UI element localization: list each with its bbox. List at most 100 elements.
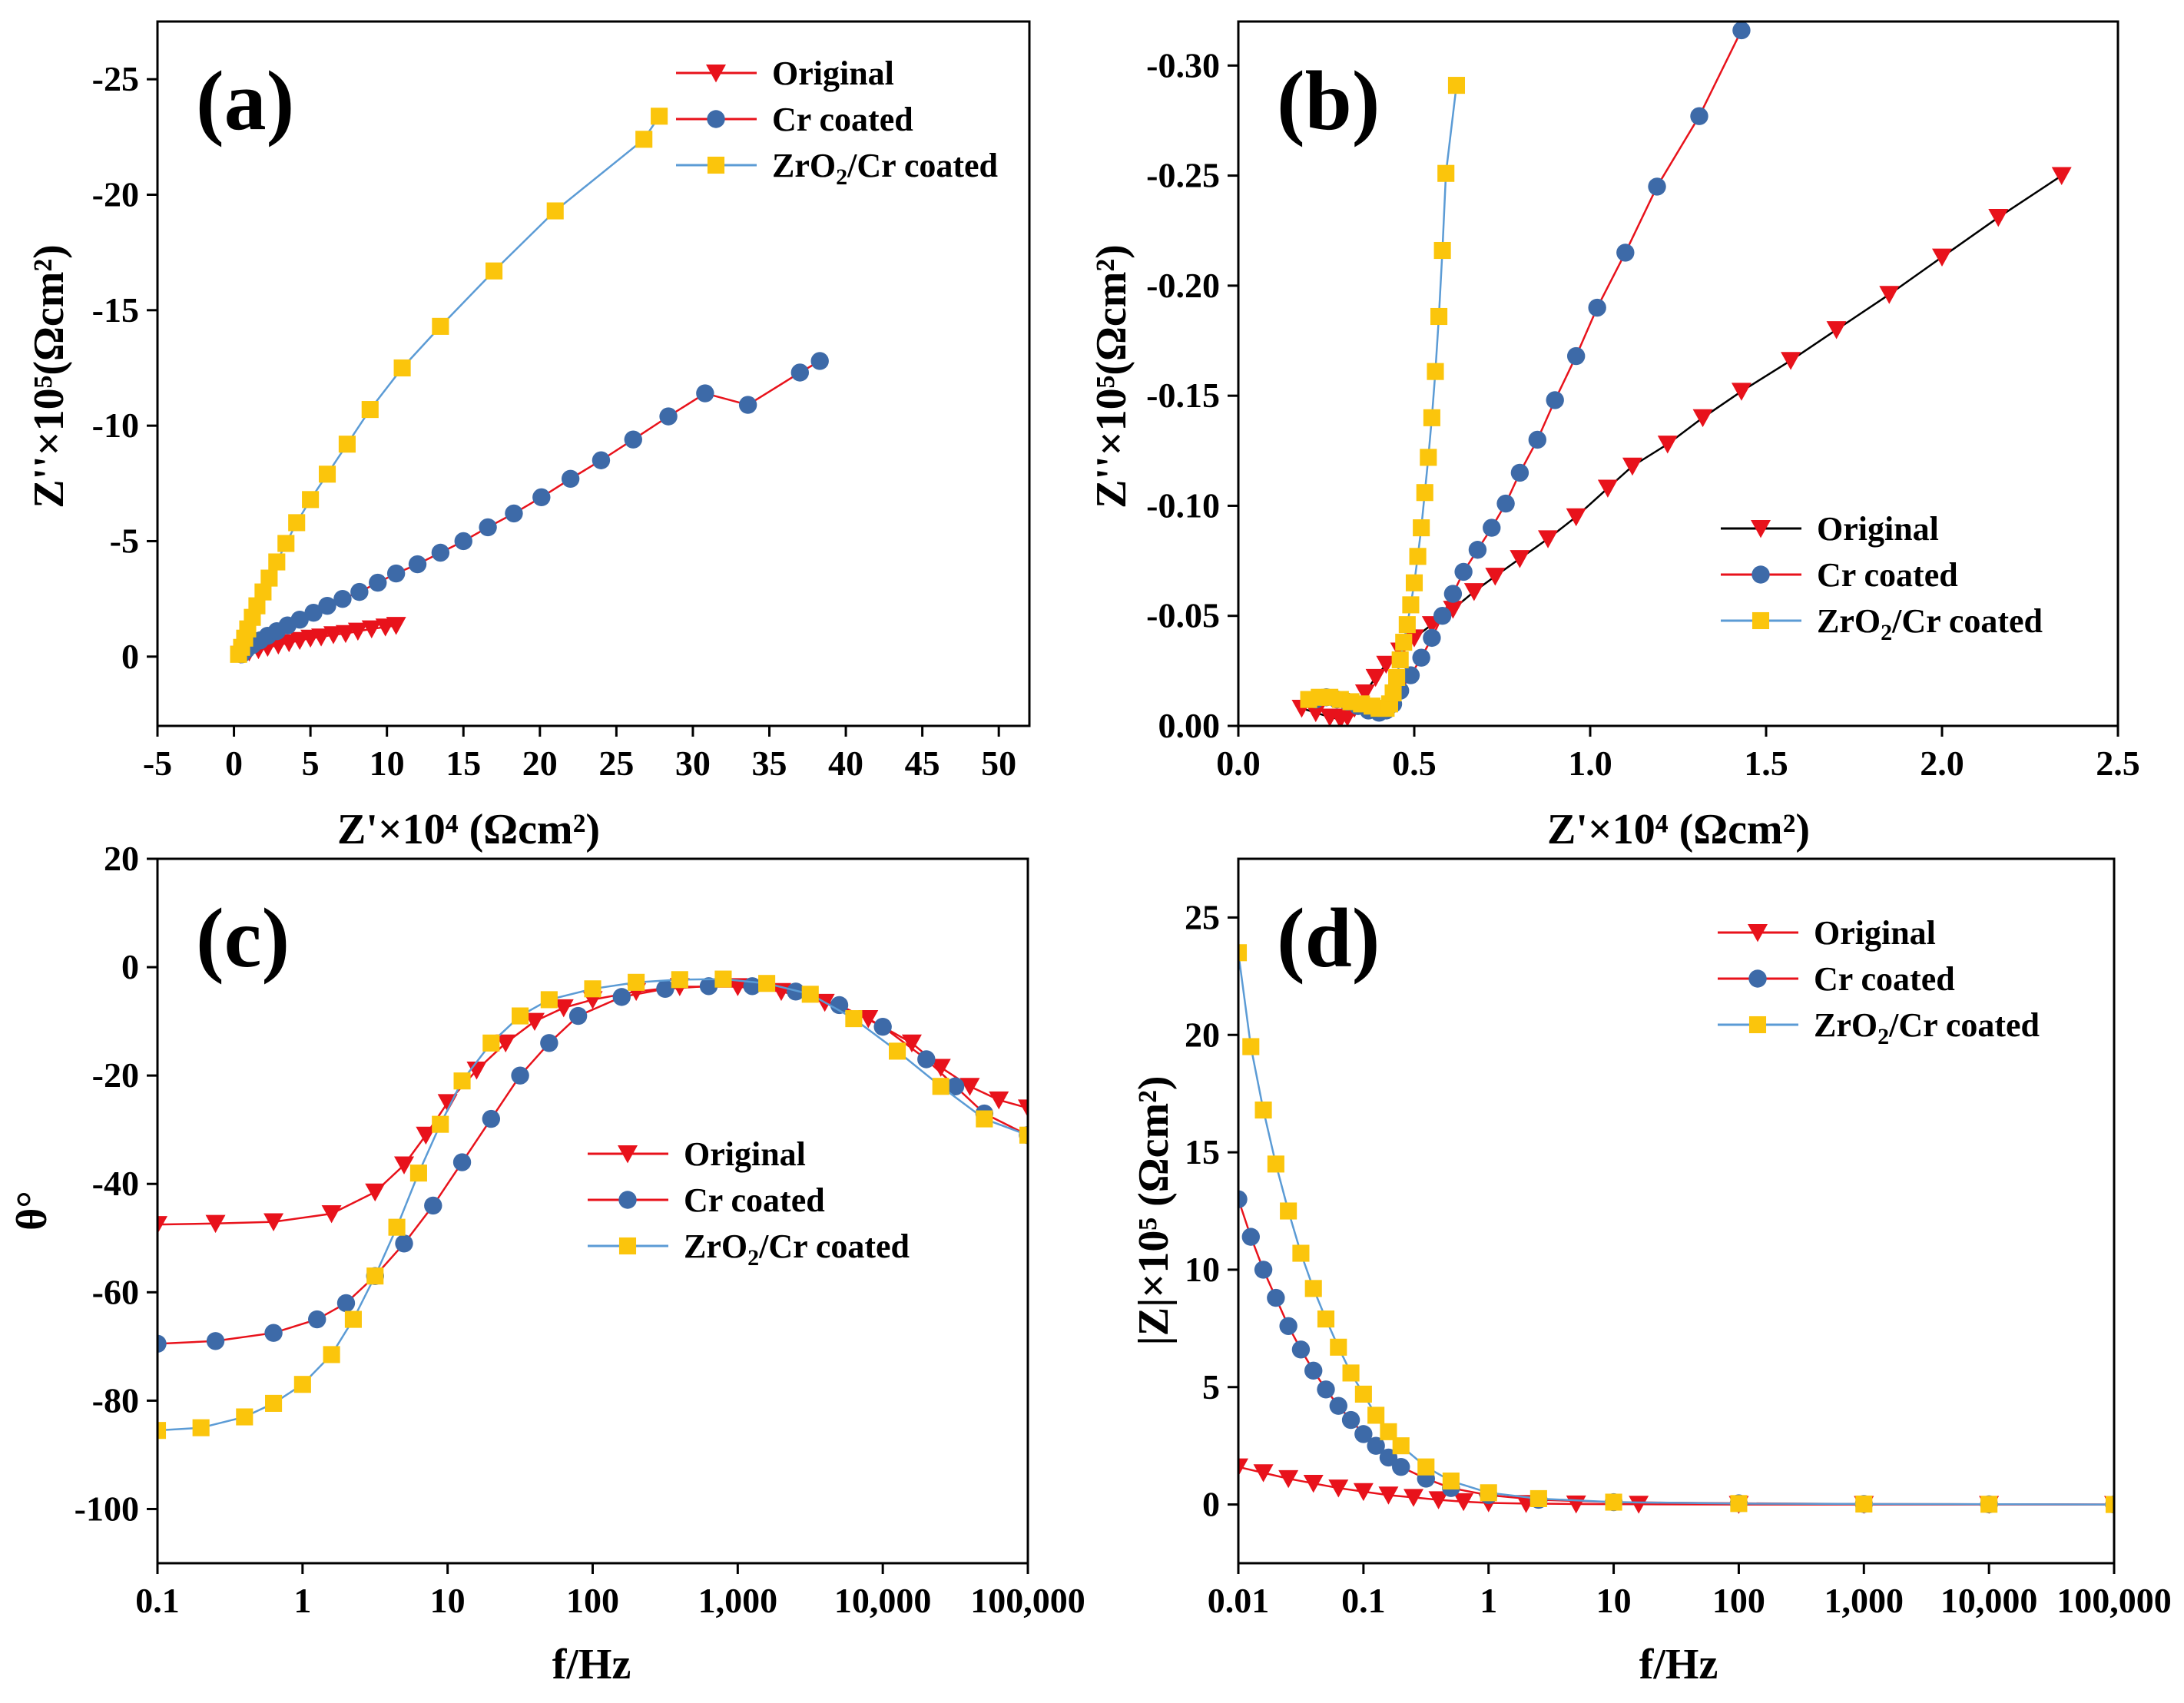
data-point <box>311 628 332 647</box>
data-point <box>1280 1202 1297 1220</box>
data-point <box>1330 1338 1347 1356</box>
y-tick-label: -60 <box>92 1272 139 1311</box>
plot-frame <box>156 20 1031 727</box>
data-point <box>1392 1457 1410 1476</box>
data-point <box>408 555 427 574</box>
data-point <box>1690 107 1708 125</box>
x-tick-label: 100,000 <box>2056 1581 2172 1620</box>
legend-label: ZrO2/Cr coated <box>1817 602 2043 645</box>
y-tick-label: -0.05 <box>1146 596 1220 635</box>
y-tick-label: 5 <box>1202 1367 1220 1406</box>
legend-marker <box>1751 519 1771 538</box>
data-point <box>1485 568 1506 586</box>
data-point <box>801 986 819 1003</box>
plot-frame <box>1237 20 2119 727</box>
legend-label: ZrO2/Cr coated <box>772 147 998 190</box>
data-point <box>361 401 379 419</box>
data-point <box>157 1216 167 1234</box>
data-point <box>1588 298 1606 317</box>
x-tick-label: 100,000 <box>970 1581 1085 1620</box>
data-point <box>738 396 757 414</box>
data-point <box>304 603 323 622</box>
data-point <box>268 553 286 571</box>
plot-frame <box>1237 857 2116 1565</box>
data-point <box>1629 1496 1649 1514</box>
data-point <box>989 1091 1009 1110</box>
data-point <box>454 532 472 551</box>
data-point <box>318 466 336 483</box>
data-point <box>1253 1464 1274 1483</box>
legend-marker <box>618 1145 638 1164</box>
data-point <box>452 1153 472 1171</box>
y-tick-label: 25 <box>1185 897 1220 936</box>
data-point <box>635 131 653 148</box>
data-point <box>1367 1406 1385 1424</box>
data-point <box>1433 241 1451 260</box>
x-tick-label: 1 <box>293 1581 311 1620</box>
x-tick-label: 10,000 <box>1940 1581 2038 1620</box>
data-point <box>699 977 718 996</box>
data-point <box>1019 1126 1028 1144</box>
data-point <box>1657 436 1678 454</box>
data-point <box>1304 1280 1322 1297</box>
data-point <box>386 564 406 583</box>
data-point <box>1510 550 1530 568</box>
data-point <box>946 1077 965 1095</box>
y-axis-title: Z''×10⁵(Ωcm²) <box>1088 244 1135 509</box>
plot-area <box>1238 944 2114 1514</box>
y-tick-label: -20 <box>92 174 139 214</box>
data-point <box>1692 409 1713 428</box>
data-point <box>388 1218 406 1236</box>
data-point <box>479 518 497 537</box>
plot-area <box>230 108 829 664</box>
legend-label: Cr coated <box>684 1181 825 1219</box>
y-tick-label: -100 <box>75 1489 139 1528</box>
data-point <box>1622 457 1642 476</box>
data-point <box>651 108 668 125</box>
data-point <box>1855 1495 1873 1513</box>
data-point <box>592 451 611 469</box>
data-point <box>482 1109 501 1128</box>
legend-label: Cr coated <box>1817 556 1958 594</box>
data-point <box>1468 541 1487 559</box>
legend-label: Original <box>772 55 894 92</box>
x-axis-title: f/Hz <box>552 1641 631 1688</box>
legend-marker <box>1752 611 1770 630</box>
data-point <box>350 582 369 601</box>
data-point <box>1365 668 1386 687</box>
data-point <box>1241 1228 1260 1246</box>
legend-marker <box>1748 1016 1767 1034</box>
data-point <box>959 1078 980 1096</box>
data-point <box>1292 1244 1310 1262</box>
data-point <box>466 1062 487 1080</box>
data-point <box>1354 1385 1372 1403</box>
y-tick-label: 0.00 <box>1158 706 1221 745</box>
x-tick-label: 0 <box>225 744 243 783</box>
y-tick-label: -0.20 <box>1146 266 1220 305</box>
data-point <box>2051 167 2072 185</box>
data-point <box>624 430 642 449</box>
data-point <box>532 488 551 507</box>
data-point <box>917 1050 936 1069</box>
panel-c: 0.1 1 10 100 1,000 10,000 100,000 20 0 -20 -40 -60 -… <box>8 839 1085 1688</box>
x-tick-label: 0.5 <box>1392 744 1437 783</box>
legend-marker <box>618 1237 637 1255</box>
x-tick-label: 1.0 <box>1568 744 1612 783</box>
data-point <box>333 589 352 608</box>
data-point <box>976 1110 993 1128</box>
y-tick-label: -10 <box>92 406 139 445</box>
data-point <box>1404 1489 1423 1507</box>
legend-label: Original <box>684 1135 806 1173</box>
data-point <box>2105 1496 2114 1513</box>
legend-label: Cr coated <box>1814 960 1955 998</box>
data-point <box>321 1204 342 1224</box>
data-point <box>1730 1495 1748 1512</box>
data-point <box>1402 596 1420 614</box>
x-tick-label: 25 <box>598 744 634 783</box>
x-tick-label: 20 <box>522 744 558 783</box>
data-point <box>192 1419 210 1436</box>
data-point <box>1303 1475 1324 1493</box>
y-tick-label: -25 <box>92 59 139 98</box>
x-axis-title: Z'×10⁴ (Ωcm²) <box>1547 806 1810 853</box>
